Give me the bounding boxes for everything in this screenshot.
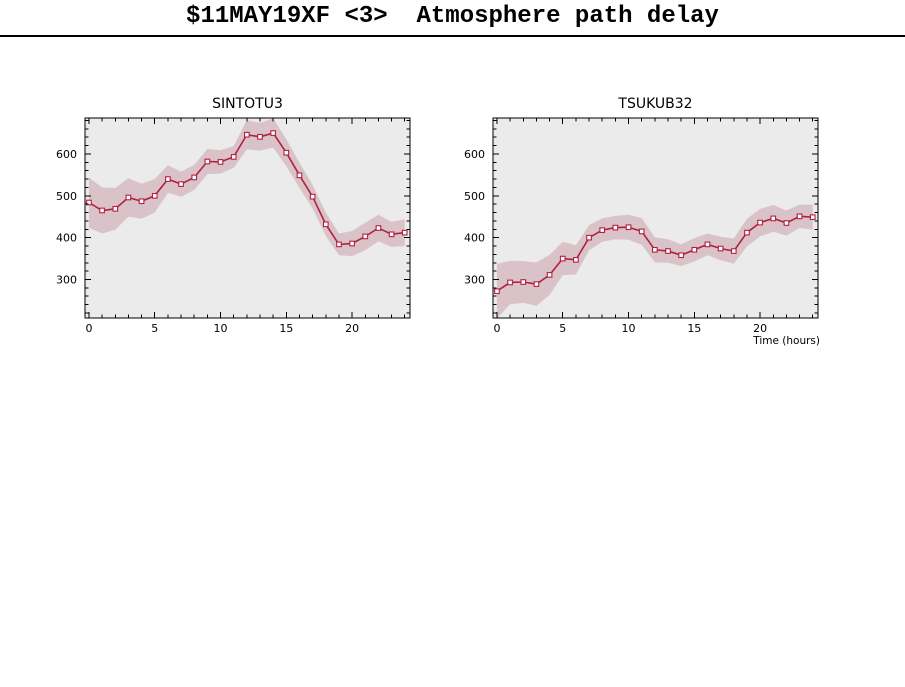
x-tick-label: 10 [214, 322, 228, 335]
data-point [178, 181, 184, 187]
data-point [257, 133, 263, 140]
axis-ticks [493, 118, 818, 318]
data-point [191, 174, 198, 181]
data-point [204, 158, 211, 165]
y-tick-label: 300 [464, 274, 485, 287]
chart-title: SINTOTU3 [212, 96, 283, 112]
data-point [243, 131, 250, 138]
data-point [704, 241, 711, 248]
plot-frame [84, 117, 411, 319]
data-point [336, 241, 342, 248]
y-tick-label: 500 [56, 190, 77, 203]
data-point [783, 220, 790, 226]
x-tick-label: 0 [493, 322, 500, 335]
y-tick-label: 500 [464, 190, 485, 203]
data-point [270, 130, 277, 136]
data-point [520, 279, 527, 285]
data-point [165, 176, 171, 182]
data-point [112, 205, 119, 212]
data-point [691, 246, 698, 253]
data-point [744, 229, 750, 236]
data-point [99, 207, 105, 214]
data-point [546, 272, 553, 278]
data-point [349, 240, 355, 247]
data-point [138, 198, 145, 205]
data-point [125, 194, 132, 201]
data-point [375, 225, 382, 231]
data-point [678, 252, 685, 259]
chart-tsukub32: 0 5 10 15 20 300 400 500 600 TSUKUB32 Time (hours) [464, 96, 820, 347]
x-tick-label: 15 [687, 322, 701, 335]
axis-labels: 0 5 10 15 20 300 400 500 600 [464, 148, 767, 335]
y-tick-label: 400 [464, 232, 485, 245]
data-point [151, 192, 158, 199]
x-tick-label: 5 [151, 322, 158, 335]
data-point [730, 248, 737, 254]
data-point [309, 193, 316, 200]
data-point [230, 154, 237, 160]
page-title: $11MAY19XF <3> Atmosphere path delay [186, 3, 719, 30]
x-axis-label: Time (hours) [752, 335, 820, 347]
data-point [770, 215, 777, 222]
chart-sintotu3: 0 5 10 15 20 300 400 500 600 SINTOTU3 [56, 96, 411, 335]
axis-ticks [85, 118, 410, 318]
plot-frame [492, 117, 819, 319]
y-tick-label: 600 [56, 148, 77, 161]
y-tick-label: 600 [464, 148, 485, 161]
x-tick-label: 20 [753, 322, 767, 335]
data-point [717, 245, 724, 252]
x-tick-label: 15 [279, 322, 293, 335]
data-point [573, 256, 579, 263]
data-point [559, 255, 566, 262]
data-point [217, 159, 224, 165]
axis-labels: 0 5 10 15 20 300 400 500 600 [56, 148, 359, 335]
data-point [283, 149, 290, 156]
y-tick-label: 400 [56, 232, 77, 245]
data-point [651, 246, 658, 253]
data-point [796, 213, 803, 220]
data-point [533, 281, 540, 287]
x-tick-label: 20 [345, 322, 359, 335]
data-point [625, 224, 632, 231]
data-point [494, 288, 500, 295]
data-point [322, 221, 329, 228]
data-point [665, 248, 671, 254]
data-point [388, 231, 395, 238]
y-tick-label: 300 [56, 274, 77, 287]
data-point [638, 228, 645, 235]
x-tick-label: 0 [85, 322, 92, 335]
data-point [809, 214, 816, 221]
x-tick-label: 5 [559, 322, 566, 335]
data-markers [86, 130, 408, 248]
data-markers [494, 213, 816, 295]
data-point [296, 172, 303, 179]
error-band [496, 204, 813, 318]
header: $11MAY19XF <3> Atmosphere path delay [0, 0, 905, 37]
chart-title: TSUKUB32 [617, 96, 692, 112]
data-point [586, 234, 592, 241]
data-point [612, 224, 619, 231]
x-tick-label: 10 [622, 322, 636, 335]
data-point [757, 219, 763, 226]
data-point [86, 199, 92, 206]
data-point [401, 229, 408, 236]
data-point [507, 279, 513, 286]
data-point [599, 227, 606, 233]
data-point [362, 233, 369, 240]
